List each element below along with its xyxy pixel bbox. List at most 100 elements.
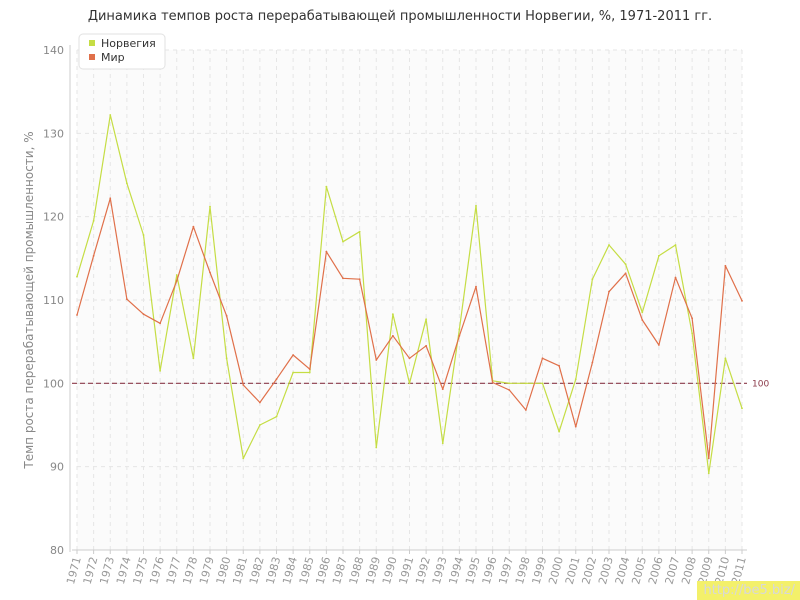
data-point: [425, 318, 428, 321]
data-point: [292, 371, 295, 374]
data-point: [375, 359, 378, 361]
data-point: [508, 389, 511, 391]
watermark[interactable]: http://be5.biz/: [697, 581, 800, 600]
series-lines: [76, 114, 743, 475]
data-point: [175, 279, 178, 282]
data-point: [109, 114, 112, 116]
y-tick-label: 140: [43, 44, 64, 57]
y-tick-label: 120: [43, 211, 64, 224]
data-point: [608, 244, 610, 246]
data-point: [475, 204, 477, 207]
data-point: [441, 388, 444, 391]
data-point: [458, 334, 461, 337]
data-point: [292, 354, 295, 356]
data-point: [674, 244, 677, 246]
data-point: [508, 382, 511, 385]
data-point: [342, 277, 344, 280]
y-tick-label: 110: [43, 294, 64, 307]
reference-line-label: 100: [752, 379, 769, 389]
legend-swatch: [89, 54, 95, 60]
data-point: [657, 254, 660, 257]
data-point: [275, 378, 278, 381]
data-point: [724, 264, 727, 267]
data-point: [741, 299, 743, 302]
data-point: [358, 278, 361, 281]
data-point: [408, 357, 411, 360]
legend-swatch: [89, 40, 95, 46]
data-point: [541, 382, 544, 385]
data-point: [691, 332, 694, 335]
data-point: [209, 271, 211, 274]
data-point: [608, 290, 610, 293]
data-point: [574, 378, 577, 381]
data-point: [558, 430, 561, 433]
data-point: [109, 197, 112, 200]
data-point: [524, 409, 527, 411]
data-point: [541, 357, 544, 360]
data-point: [691, 317, 694, 320]
y-tick-label: 90: [50, 461, 64, 474]
data-point: [408, 382, 411, 385]
data-point: [308, 368, 311, 371]
data-point: [624, 272, 627, 275]
data-point: [375, 446, 378, 449]
data-point: [209, 205, 211, 208]
legend-label: Норвегия: [101, 37, 156, 50]
data-point: [574, 425, 577, 428]
data-point: [641, 311, 644, 314]
data-point: [308, 371, 311, 374]
data-point: [142, 234, 145, 236]
y-tick-label: 130: [43, 127, 64, 140]
data-point: [325, 250, 328, 253]
grid: [76, 49, 743, 551]
data-point: [707, 472, 710, 475]
data-point: [342, 240, 344, 243]
data-point: [76, 314, 78, 316]
data-point: [391, 313, 394, 316]
data-point: [591, 361, 594, 364]
data-point: [325, 185, 328, 188]
data-point: [491, 381, 494, 384]
data-point: [558, 364, 561, 367]
chart-title: Динамика темпов роста перерабатывающей п…: [87, 9, 713, 24]
data-point: [92, 254, 95, 257]
legend-label: Мир: [101, 51, 125, 64]
data-point: [524, 382, 527, 385]
data-point: [142, 313, 145, 316]
data-point: [425, 344, 428, 347]
data-point: [441, 442, 444, 445]
data-point: [724, 357, 727, 360]
data-point: [159, 322, 162, 325]
data-point: [475, 285, 477, 288]
data-point: [159, 369, 162, 372]
data-point: [275, 415, 278, 418]
data-point: [192, 225, 195, 228]
data-point: [225, 314, 228, 317]
data-point: [674, 276, 677, 279]
data-point: [242, 384, 245, 386]
data-point: [225, 357, 228, 360]
data-point: [657, 344, 660, 346]
data-point: [358, 230, 361, 233]
data-point: [391, 334, 394, 337]
data-point: [92, 219, 95, 222]
legend-box: [78, 33, 166, 70]
data-point: [192, 357, 195, 360]
data-point: [125, 182, 128, 185]
data-point: [591, 278, 594, 281]
y-tick-label: 100: [43, 377, 64, 390]
data-point: [707, 457, 710, 460]
data-point: [258, 401, 261, 404]
data-point: [258, 424, 261, 426]
y-axis-label: Темп роста перерабатывающей промышленнос…: [22, 131, 36, 469]
data-point: [175, 274, 178, 276]
data-point: [458, 328, 461, 331]
data-point: [624, 263, 627, 266]
data-point: [125, 298, 128, 301]
data-point: [741, 407, 743, 410]
data-point: [242, 457, 245, 460]
data-point: [76, 275, 78, 278]
data-point: [641, 319, 644, 321]
y-tick-label: 80: [50, 544, 64, 557]
